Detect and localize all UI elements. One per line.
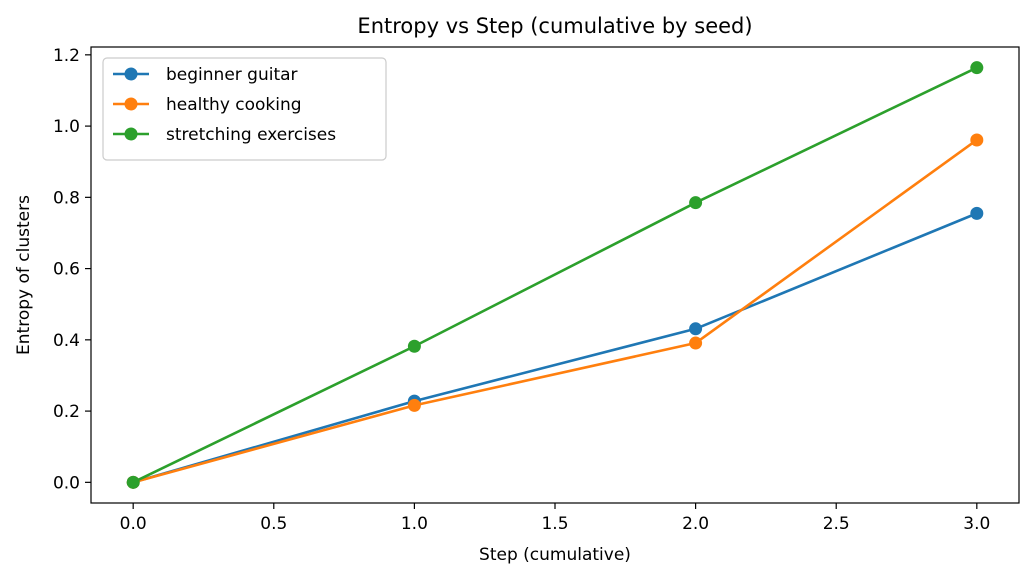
data-point bbox=[689, 336, 703, 350]
data-point bbox=[126, 475, 140, 489]
series-beginner-guitar bbox=[126, 206, 984, 489]
y-tick-label: 0.4 bbox=[53, 331, 80, 351]
x-tick-label: 2.0 bbox=[682, 514, 709, 534]
x-tick-label: 1.5 bbox=[541, 514, 568, 534]
x-tick-label: 1.0 bbox=[401, 514, 428, 534]
plot-area bbox=[126, 61, 984, 489]
data-point bbox=[689, 196, 703, 210]
legend-item: beginner guitar bbox=[113, 65, 298, 85]
legend-label: stretching exercises bbox=[166, 125, 336, 145]
legend-marker bbox=[124, 97, 138, 111]
legend-item: stretching exercises bbox=[113, 125, 336, 145]
legend-label: beginner guitar bbox=[166, 65, 298, 85]
series-line bbox=[132, 212, 978, 484]
data-point bbox=[970, 133, 984, 147]
x-axis: 0.0 0.5 1.0 1.5 2.0 2.5 3.0 bbox=[120, 503, 990, 534]
y-tick-label: 1.2 bbox=[53, 46, 80, 66]
y-tick-label: 0.6 bbox=[53, 260, 80, 280]
series-healthy-cooking bbox=[126, 133, 984, 489]
series-stretching-exercises bbox=[126, 61, 984, 489]
y-axis-title: Entropy of clusters bbox=[14, 195, 34, 355]
chart-title: Entropy vs Step (cumulative by seed) bbox=[357, 14, 752, 38]
series-line bbox=[132, 138, 978, 484]
data-point bbox=[970, 206, 984, 220]
legend-frame bbox=[102, 57, 387, 161]
x-tick-label: 0.5 bbox=[260, 514, 287, 534]
legend: beginner guitar healthy cooking stretching… bbox=[102, 57, 387, 161]
series-line bbox=[132, 66, 978, 484]
y-tick-label: 0.2 bbox=[53, 402, 80, 422]
legend-item: healthy cooking bbox=[113, 95, 302, 115]
x-tick-label: 3.0 bbox=[963, 514, 990, 534]
y-axis: 0.0 0.2 0.4 0.6 0.8 1.0 1.2 bbox=[53, 46, 91, 493]
plot-frame bbox=[90, 46, 1020, 504]
data-point bbox=[689, 322, 703, 336]
y-tick-label: 0.8 bbox=[53, 188, 80, 208]
data-point bbox=[407, 339, 421, 353]
x-axis-title: Step (cumulative) bbox=[479, 545, 631, 565]
legend-marker bbox=[124, 67, 138, 81]
x-tick-label: 0.0 bbox=[120, 514, 147, 534]
legend-marker bbox=[124, 127, 138, 141]
x-tick-label: 2.5 bbox=[823, 514, 850, 534]
y-tick-label: 1.0 bbox=[53, 117, 80, 137]
legend-label: healthy cooking bbox=[166, 95, 302, 115]
data-point bbox=[970, 61, 984, 75]
y-tick-label: 0.0 bbox=[53, 473, 80, 493]
data-point bbox=[407, 398, 421, 412]
